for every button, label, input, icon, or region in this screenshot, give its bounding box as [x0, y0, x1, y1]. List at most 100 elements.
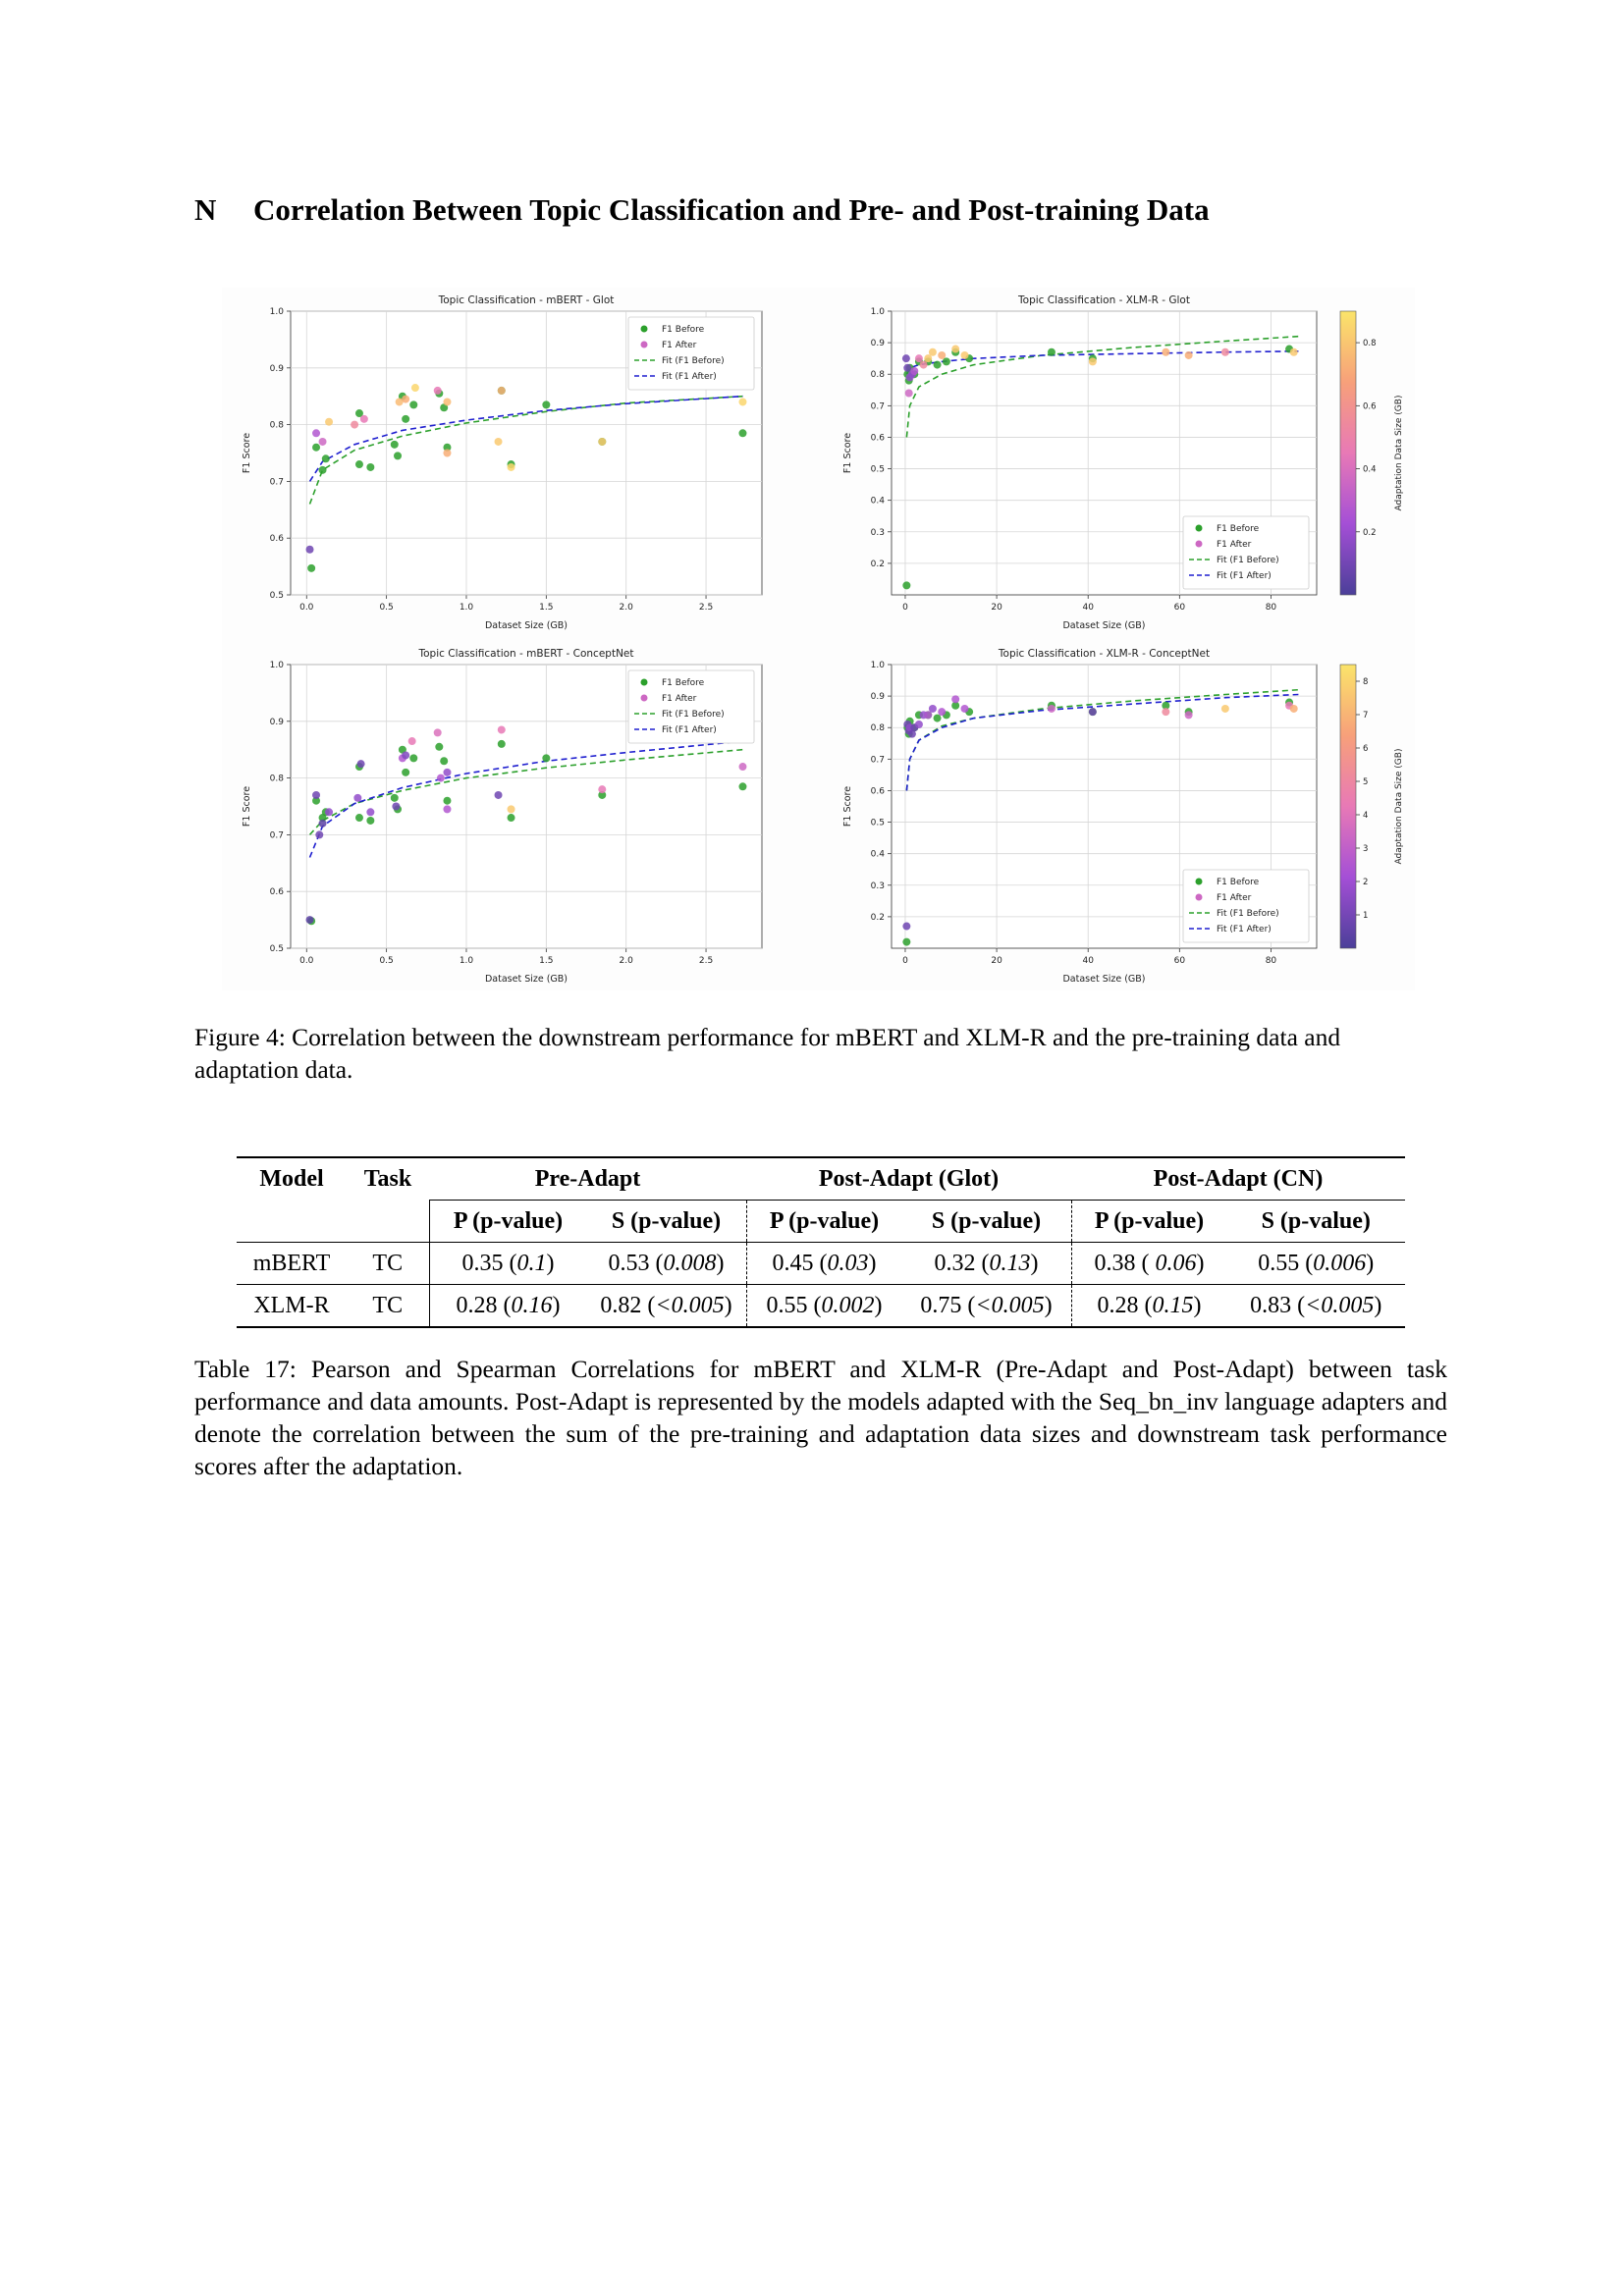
legend-label: Fit (F1 After) — [662, 372, 717, 382]
x-tick-label: 2.0 — [620, 603, 634, 613]
x-tick-label: 0.0 — [299, 603, 314, 613]
colorbar-tick-label: 4 — [1363, 811, 1368, 821]
point-f1-after — [353, 793, 362, 802]
y-tick-label: 0.4 — [871, 497, 886, 507]
section-number: N — [194, 192, 217, 227]
point-f1-after — [938, 708, 947, 717]
chart-svg: Topic Classification - XLM-R - Glot 0 20 40… — [842, 294, 1404, 631]
point-f1-after — [433, 728, 442, 737]
point-f1-after — [305, 916, 314, 925]
chart-legend: F1 Before F1 After Fit (F1 Before) Fit (F1 … — [627, 316, 755, 391]
legend-marker-after — [640, 341, 648, 348]
x-tick-label: 0.0 — [299, 956, 314, 966]
legend-label: F1 After — [1217, 893, 1252, 903]
y-tick-label: 0.7 — [871, 755, 885, 765]
point-f1-after — [402, 751, 410, 760]
chart-title: Topic Classification - mBERT - Glot — [438, 294, 615, 306]
col-model: Model — [237, 1156, 347, 1201]
figure-4: Topic Classification - mBERT - Glot 0.0 0.… — [222, 288, 1415, 990]
x-tick-label: 1.5 — [539, 603, 553, 613]
point-f1-after — [436, 774, 445, 782]
y-tick-label: 0.3 — [871, 528, 885, 538]
point-f1-after — [402, 395, 410, 403]
point-f1-after — [914, 354, 923, 363]
y-tick-label: 0.8 — [270, 774, 285, 784]
point-f1-after — [507, 805, 515, 814]
x-tick-label: 2.5 — [699, 956, 713, 966]
y-axis-label: F1 Score — [242, 786, 252, 827]
point-f1-after — [1289, 347, 1298, 356]
point-f1-after — [960, 350, 969, 359]
x-tick-label: 80 — [1266, 603, 1277, 613]
x-tick-label: 80 — [1266, 956, 1277, 966]
point-f1-after — [910, 367, 919, 376]
point-f1-before — [354, 814, 363, 823]
legend-label: Fit (F1 After) — [662, 725, 717, 735]
legend-label: F1 Before — [662, 678, 705, 688]
point-f1-after — [497, 386, 506, 395]
point-f1-after — [598, 437, 607, 446]
point-f1-after — [507, 462, 515, 471]
colorbar-tick-label: 5 — [1363, 777, 1368, 787]
point-f1-after — [738, 398, 747, 406]
point-f1-before — [409, 754, 418, 763]
point-f1-after — [312, 429, 321, 438]
colorbar-tick-label: 3 — [1363, 844, 1368, 854]
point-f1-before — [354, 409, 363, 418]
x-tick-label: 0.5 — [379, 956, 393, 966]
point-f1-after — [1088, 708, 1097, 717]
col-cn-s: S (p-value) — [1226, 1200, 1405, 1243]
point-f1-before — [902, 937, 911, 946]
point-f1-before — [933, 360, 942, 369]
chart-mbert-conceptnet: Topic Classification - mBERT - ConceptNe… — [222, 641, 801, 989]
point-f1-after — [395, 398, 404, 406]
point-f1-after — [305, 545, 314, 554]
chart-svg: Topic Classification - mBERT - ConceptNe… — [242, 648, 763, 985]
y-tick-label: 0.7 — [871, 401, 885, 411]
x-tick-label: 1.0 — [460, 956, 474, 966]
cell-pre-p: 0.28 (0.16) — [428, 1284, 587, 1328]
point-f1-before — [497, 739, 506, 748]
legend-label: Fit (F1 Before) — [662, 710, 725, 720]
x-axis-label: Dataset Size (GB) — [485, 974, 568, 985]
col-pre-s: S (p-value) — [586, 1200, 746, 1243]
point-f1-after — [1184, 350, 1193, 359]
point-f1-after — [325, 417, 334, 426]
x-axis-label: Dataset Size (GB) — [1062, 974, 1145, 985]
point-f1-before — [542, 754, 551, 763]
table-caption: Table 17: Pearson and Spearman Correlati… — [194, 1355, 1447, 1480]
table-row: XLM-R TC 0.28 (0.16) 0.82 (<0.005) 0.55 … — [237, 1284, 1405, 1328]
point-f1-after — [901, 354, 910, 363]
point-f1-before — [318, 465, 327, 474]
colorbar-label: Adaptation Data Size (GB) — [1394, 749, 1404, 865]
x-axis-label: Dataset Size (GB) — [1062, 620, 1145, 631]
x-axis-label: Dataset Size (GB) — [485, 620, 568, 631]
point-f1-before — [409, 400, 418, 409]
colorbar-tick-label: 0.8 — [1363, 339, 1377, 348]
legend-marker-after — [640, 694, 648, 702]
chart-legend: F1 Before F1 After Fit (F1 Before) Fit (F1 … — [627, 669, 755, 744]
point-f1-before — [933, 714, 942, 722]
y-tick-label: 0.2 — [871, 913, 885, 923]
point-f1-after — [359, 414, 368, 423]
legend-label: Fit (F1 Before) — [662, 356, 725, 366]
y-tick-label: 0.9 — [270, 364, 285, 374]
point-f1-before — [435, 742, 444, 751]
point-f1-before — [366, 816, 375, 825]
point-f1-after — [1088, 357, 1097, 366]
x-tick-label: 0.5 — [379, 603, 393, 613]
legend-box — [1182, 869, 1310, 943]
y-tick-label: 1.0 — [270, 661, 285, 670]
x-tick-label: 20 — [991, 956, 1002, 966]
y-tick-label: 0.8 — [270, 421, 285, 431]
fit-after-line — [905, 693, 1299, 791]
legend-label: F1 Before — [1217, 878, 1260, 887]
point-f1-before — [738, 429, 747, 438]
point-f1-after — [1047, 704, 1056, 713]
col-pre-p: P (p-value) — [428, 1200, 587, 1243]
point-f1-before — [1047, 347, 1056, 356]
point-f1-before — [402, 768, 410, 776]
point-f1-before — [507, 814, 515, 823]
y-tick-label: 0.9 — [871, 339, 886, 348]
chart-title: Topic Classification - XLM-R - ConceptNe… — [998, 648, 1210, 660]
